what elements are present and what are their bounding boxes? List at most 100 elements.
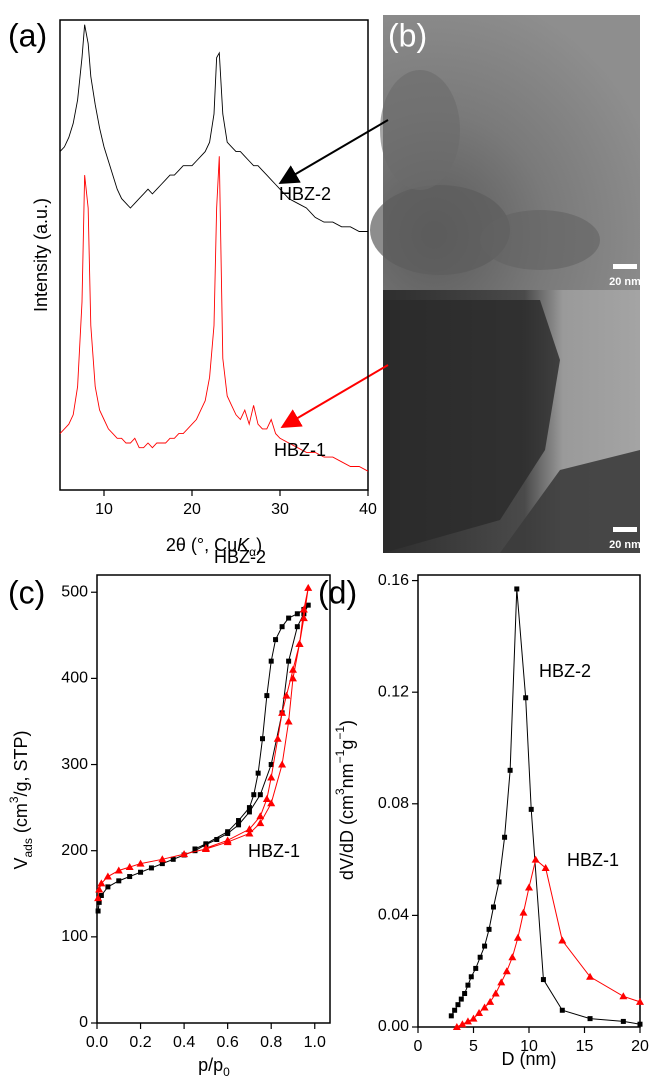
point	[463, 1017, 472, 1025]
point	[282, 691, 291, 699]
point	[475, 1009, 484, 1017]
particle	[380, 70, 460, 190]
y-tick-label: 0.04	[378, 907, 409, 924]
point	[268, 762, 274, 768]
crystal	[383, 300, 560, 553]
point	[507, 767, 513, 773]
annotation: HBZ-1	[248, 841, 300, 861]
point	[127, 874, 133, 880]
x-tick-label: 10	[95, 501, 113, 518]
particle	[480, 210, 600, 270]
point	[284, 717, 293, 725]
point	[465, 982, 471, 988]
label-part: V	[11, 858, 31, 870]
point	[262, 795, 271, 802]
point	[223, 836, 232, 844]
y-tick-label: 0.08	[378, 795, 409, 812]
x-tick-label: 1.0	[304, 1034, 326, 1051]
y-tick-label: 200	[61, 842, 88, 859]
point	[636, 997, 644, 1005]
point	[158, 855, 167, 863]
point	[246, 805, 252, 811]
point	[136, 859, 145, 867]
point	[201, 844, 210, 852]
x-tick-label: 0.6	[217, 1034, 239, 1051]
point	[455, 1002, 461, 1008]
point	[286, 658, 292, 664]
point	[245, 829, 254, 837]
x-tick-label: 20	[631, 1038, 649, 1055]
point	[214, 836, 220, 842]
particle	[370, 185, 510, 275]
panel-label: (a)	[8, 17, 47, 53]
point	[294, 624, 300, 630]
point	[477, 954, 483, 960]
point	[496, 879, 502, 885]
label-part: /g, STP)	[11, 730, 31, 796]
point	[95, 908, 101, 914]
y-tick-label: 0.16	[378, 572, 409, 589]
point	[299, 614, 308, 622]
point	[473, 965, 479, 971]
point	[480, 1003, 489, 1011]
x-tick-label: 40	[359, 501, 377, 518]
series-line	[59, 156, 369, 472]
crystal	[500, 450, 640, 553]
plot-frame	[96, 574, 331, 1024]
point	[236, 822, 242, 828]
label-part: 0	[223, 1065, 230, 1076]
x-tick-label: 0.4	[173, 1034, 195, 1051]
arrow	[280, 364, 389, 429]
point	[268, 658, 274, 664]
point	[619, 992, 628, 1000]
plot-frame	[59, 19, 369, 491]
point	[279, 624, 285, 630]
point	[245, 825, 254, 833]
x-tick-label: 10	[520, 1038, 538, 1055]
point	[286, 615, 292, 621]
point	[236, 818, 242, 824]
point	[558, 936, 567, 944]
point	[620, 1018, 626, 1024]
axis-label: Intensity (a.u.)	[31, 198, 51, 312]
point	[468, 974, 474, 980]
series-line	[59, 24, 368, 232]
axis-label: Vads (cm3/g, STP)	[7, 730, 35, 869]
point	[94, 894, 103, 902]
x-tick-label: 0.8	[260, 1034, 282, 1051]
point	[256, 819, 265, 827]
point	[469, 1014, 478, 1022]
label-part: 3	[333, 788, 347, 795]
tem-images: 20 nm 20 nm (b)	[370, 15, 641, 553]
point	[448, 1013, 454, 1019]
point	[482, 943, 488, 949]
point	[452, 1023, 461, 1030]
label-part: g	[337, 740, 357, 750]
scale-bar	[613, 527, 637, 532]
point	[203, 841, 209, 847]
point	[486, 997, 495, 1005]
label-part: 2θ (°, Cu	[166, 535, 237, 555]
point	[278, 760, 287, 768]
point	[273, 637, 279, 643]
y-tick-label: 300	[61, 756, 88, 773]
annotation: HBZ-1	[567, 850, 619, 870]
y-tick-label: 100	[61, 928, 88, 945]
scale-bar	[613, 264, 637, 269]
point	[180, 850, 189, 858]
point	[519, 908, 528, 916]
point	[259, 736, 265, 742]
point	[540, 977, 546, 983]
point	[116, 878, 122, 884]
point	[531, 855, 540, 863]
point	[267, 773, 276, 781]
point	[148, 865, 154, 871]
panel-label: (c)	[8, 574, 45, 610]
point	[273, 734, 282, 742]
point	[305, 602, 311, 608]
point	[299, 605, 308, 613]
point	[96, 899, 102, 905]
x-tick-label: 5	[469, 1038, 478, 1055]
point	[256, 812, 265, 820]
